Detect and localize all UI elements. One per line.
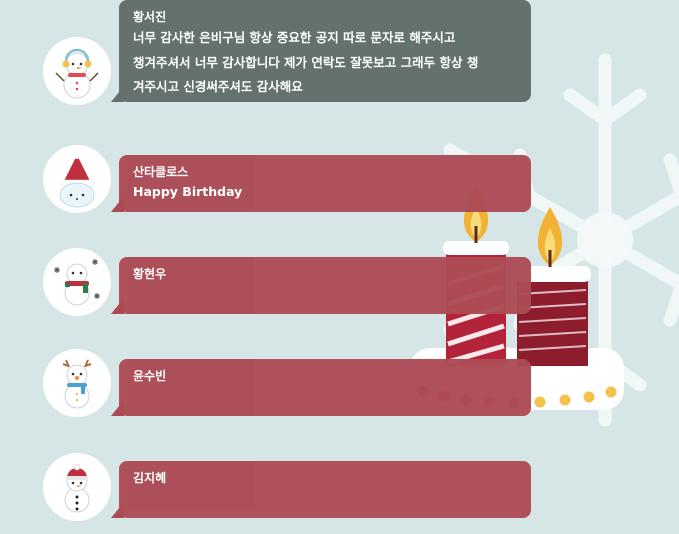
message-bubble: 윤수빈	[119, 359, 531, 416]
message-bubble: 산타클로스 Happy Birthday	[119, 155, 531, 212]
message-text: 너무 감사한 은비구님 항상 중요한 공지 따로 문자로 해주시고 챙겨주셔서 …	[133, 30, 479, 94]
snowman-scarf-snowflakes-icon	[54, 259, 100, 306]
sender-name: 황서진	[133, 10, 167, 24]
avatar	[43, 453, 111, 521]
message-bubble: 김지혜	[119, 461, 531, 518]
avatar	[43, 248, 111, 316]
message-item: 황현우	[0, 0, 679, 316]
snowman-santa-hat-icon	[59, 153, 95, 208]
avatar	[43, 349, 111, 417]
message-item: 윤수빈	[0, 0, 679, 417]
snowman-red-beanie-icon	[64, 463, 90, 513]
message-item: 산타클로스 Happy Birthday	[0, 0, 679, 213]
snowman-reindeer-icon	[62, 359, 92, 409]
sender-name: 김지혜	[133, 471, 167, 485]
message-bubble: 황현우	[119, 257, 531, 314]
message-bubble: 황서진 너무 감사한 은비구님 항상 중요한 공지 따로 문자로 해주시고 챙겨…	[119, 0, 531, 102]
avatar	[43, 37, 111, 105]
sender-name: 산타클로스	[133, 165, 189, 179]
sender-name: 황현우	[133, 267, 167, 281]
sender-name: 윤수빈	[133, 369, 167, 383]
avatar	[43, 145, 111, 213]
message-item: 황서진 너무 감사한 은비구님 항상 중요한 공지 따로 문자로 해주시고 챙겨…	[0, 0, 679, 105]
message-text: Happy Birthday	[133, 184, 243, 199]
snowman-earmuffs-icon	[55, 48, 99, 99]
message-item: 김지혜	[0, 0, 679, 521]
